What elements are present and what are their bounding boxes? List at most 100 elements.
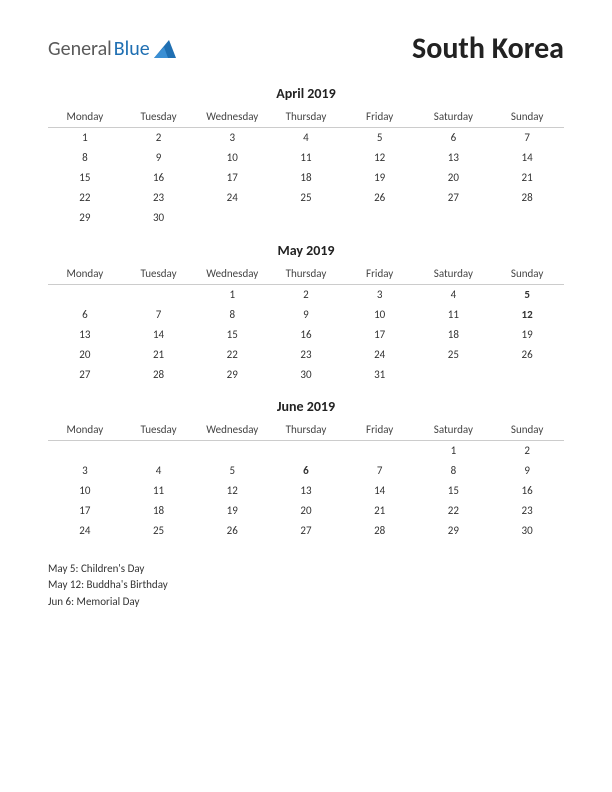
calendar-cell [122,441,196,461]
calendar-cell [417,208,491,228]
day-header: Sunday [490,106,564,128]
calendar-table: MondayTuesdayWednesdayThursdayFridaySatu… [48,263,564,385]
calendar-cell: 8 [48,148,122,168]
calendar-cell: 5 [343,128,417,148]
calendar-cell: 11 [122,481,196,501]
calendar-cell: 30 [490,521,564,541]
calendar-cell: 8 [195,304,269,324]
calendar-cell [490,364,564,384]
day-header: Wednesday [195,106,269,128]
calendar-cell: 8 [417,461,491,481]
calendar-cell: 24 [343,344,417,364]
calendar-cell: 6 [417,128,491,148]
calendar-cell [195,441,269,461]
calendar-cell: 19 [343,168,417,188]
day-header: Thursday [269,106,343,128]
calendar-cell: 3 [195,128,269,148]
calendar-cell: 20 [48,344,122,364]
calendar-cell: 27 [48,364,122,384]
calendar-cell [269,441,343,461]
calendar-row: 12 [48,441,564,461]
calendar-cell: 9 [122,148,196,168]
day-header: Friday [343,106,417,128]
day-header: Thursday [269,263,343,285]
month-title: June 2019 [48,398,564,415]
day-header: Monday [48,263,122,285]
calendar-cell: 7 [122,304,196,324]
calendar-cell: 14 [122,324,196,344]
calendar-cell [417,364,491,384]
calendar-row: 12345 [48,284,564,304]
logo-text-blue: Blue [114,37,150,61]
calendar-cell: 21 [122,344,196,364]
calendar-cell: 20 [417,168,491,188]
calendar-cell: 11 [417,304,491,324]
day-header: Wednesday [195,263,269,285]
calendar-row: 17181920212223 [48,501,564,521]
day-header: Tuesday [122,419,196,441]
calendar-cell: 14 [343,481,417,501]
calendar-cell: 25 [122,521,196,541]
calendar-cell: 3 [48,461,122,481]
calendar-cell: 18 [269,168,343,188]
calendar-row: 6789101112 [48,304,564,324]
calendar-cell: 17 [48,501,122,521]
calendar-row: 3456789 [48,461,564,481]
calendar-cell: 22 [195,344,269,364]
calendar-row: 2930 [48,208,564,228]
calendar-cell: 1 [48,128,122,148]
day-header: Saturday [417,419,491,441]
calendar-cell: 27 [269,521,343,541]
calendar-cell: 28 [343,521,417,541]
calendar-cell: 15 [417,481,491,501]
day-header: Tuesday [122,263,196,285]
calendar-cell: 30 [269,364,343,384]
calendar-cell: 25 [269,188,343,208]
calendar-table: MondayTuesdayWednesdayThursdayFridaySatu… [48,106,564,228]
calendar-row: 22232425262728 [48,188,564,208]
calendar-cell: 7 [343,461,417,481]
calendar-cell: 19 [490,324,564,344]
calendar-cell: 23 [269,344,343,364]
calendar-cell: 24 [48,521,122,541]
calendar-cell: 15 [195,324,269,344]
day-header: Saturday [417,106,491,128]
calendar-cell: 2 [122,128,196,148]
calendar-row: 20212223242526 [48,344,564,364]
calendar-cell: 13 [417,148,491,168]
calendar-cell: 26 [490,344,564,364]
calendar-cell: 16 [269,324,343,344]
calendar-cell [343,208,417,228]
calendar-cell: 2 [490,441,564,461]
calendar-cell [490,208,564,228]
calendar-cell: 27 [417,188,491,208]
calendar-cell: 16 [122,168,196,188]
calendar-cell: 9 [490,461,564,481]
calendar-cell: 12 [343,148,417,168]
calendar-cell: 12 [195,481,269,501]
calendar-cell [122,284,196,304]
calendar-table: MondayTuesdayWednesdayThursdayFridaySatu… [48,419,564,541]
calendar-row: 10111213141516 [48,481,564,501]
day-header: Sunday [490,263,564,285]
calendar-cell: 26 [343,188,417,208]
calendar-cell: 10 [195,148,269,168]
calendar-cell: 19 [195,501,269,521]
calendar-cell [48,441,122,461]
calendar-cell: 13 [269,481,343,501]
calendar-cell: 6 [48,304,122,324]
calendar-cell: 2 [269,284,343,304]
calendar-cell: 11 [269,148,343,168]
country-title: South Korea [412,30,564,67]
calendar-cell: 18 [417,324,491,344]
calendar-cell: 3 [343,284,417,304]
calendar-cell: 18 [122,501,196,521]
day-header: Thursday [269,419,343,441]
calendar-cell: 12 [490,304,564,324]
calendar-cell: 1 [195,284,269,304]
month-block: June 2019 MondayTuesdayWednesdayThursdayF… [48,398,564,541]
calendar-cell: 22 [48,188,122,208]
calendar-cell [195,208,269,228]
calendar-cell: 25 [417,344,491,364]
calendar-cell: 31 [343,364,417,384]
